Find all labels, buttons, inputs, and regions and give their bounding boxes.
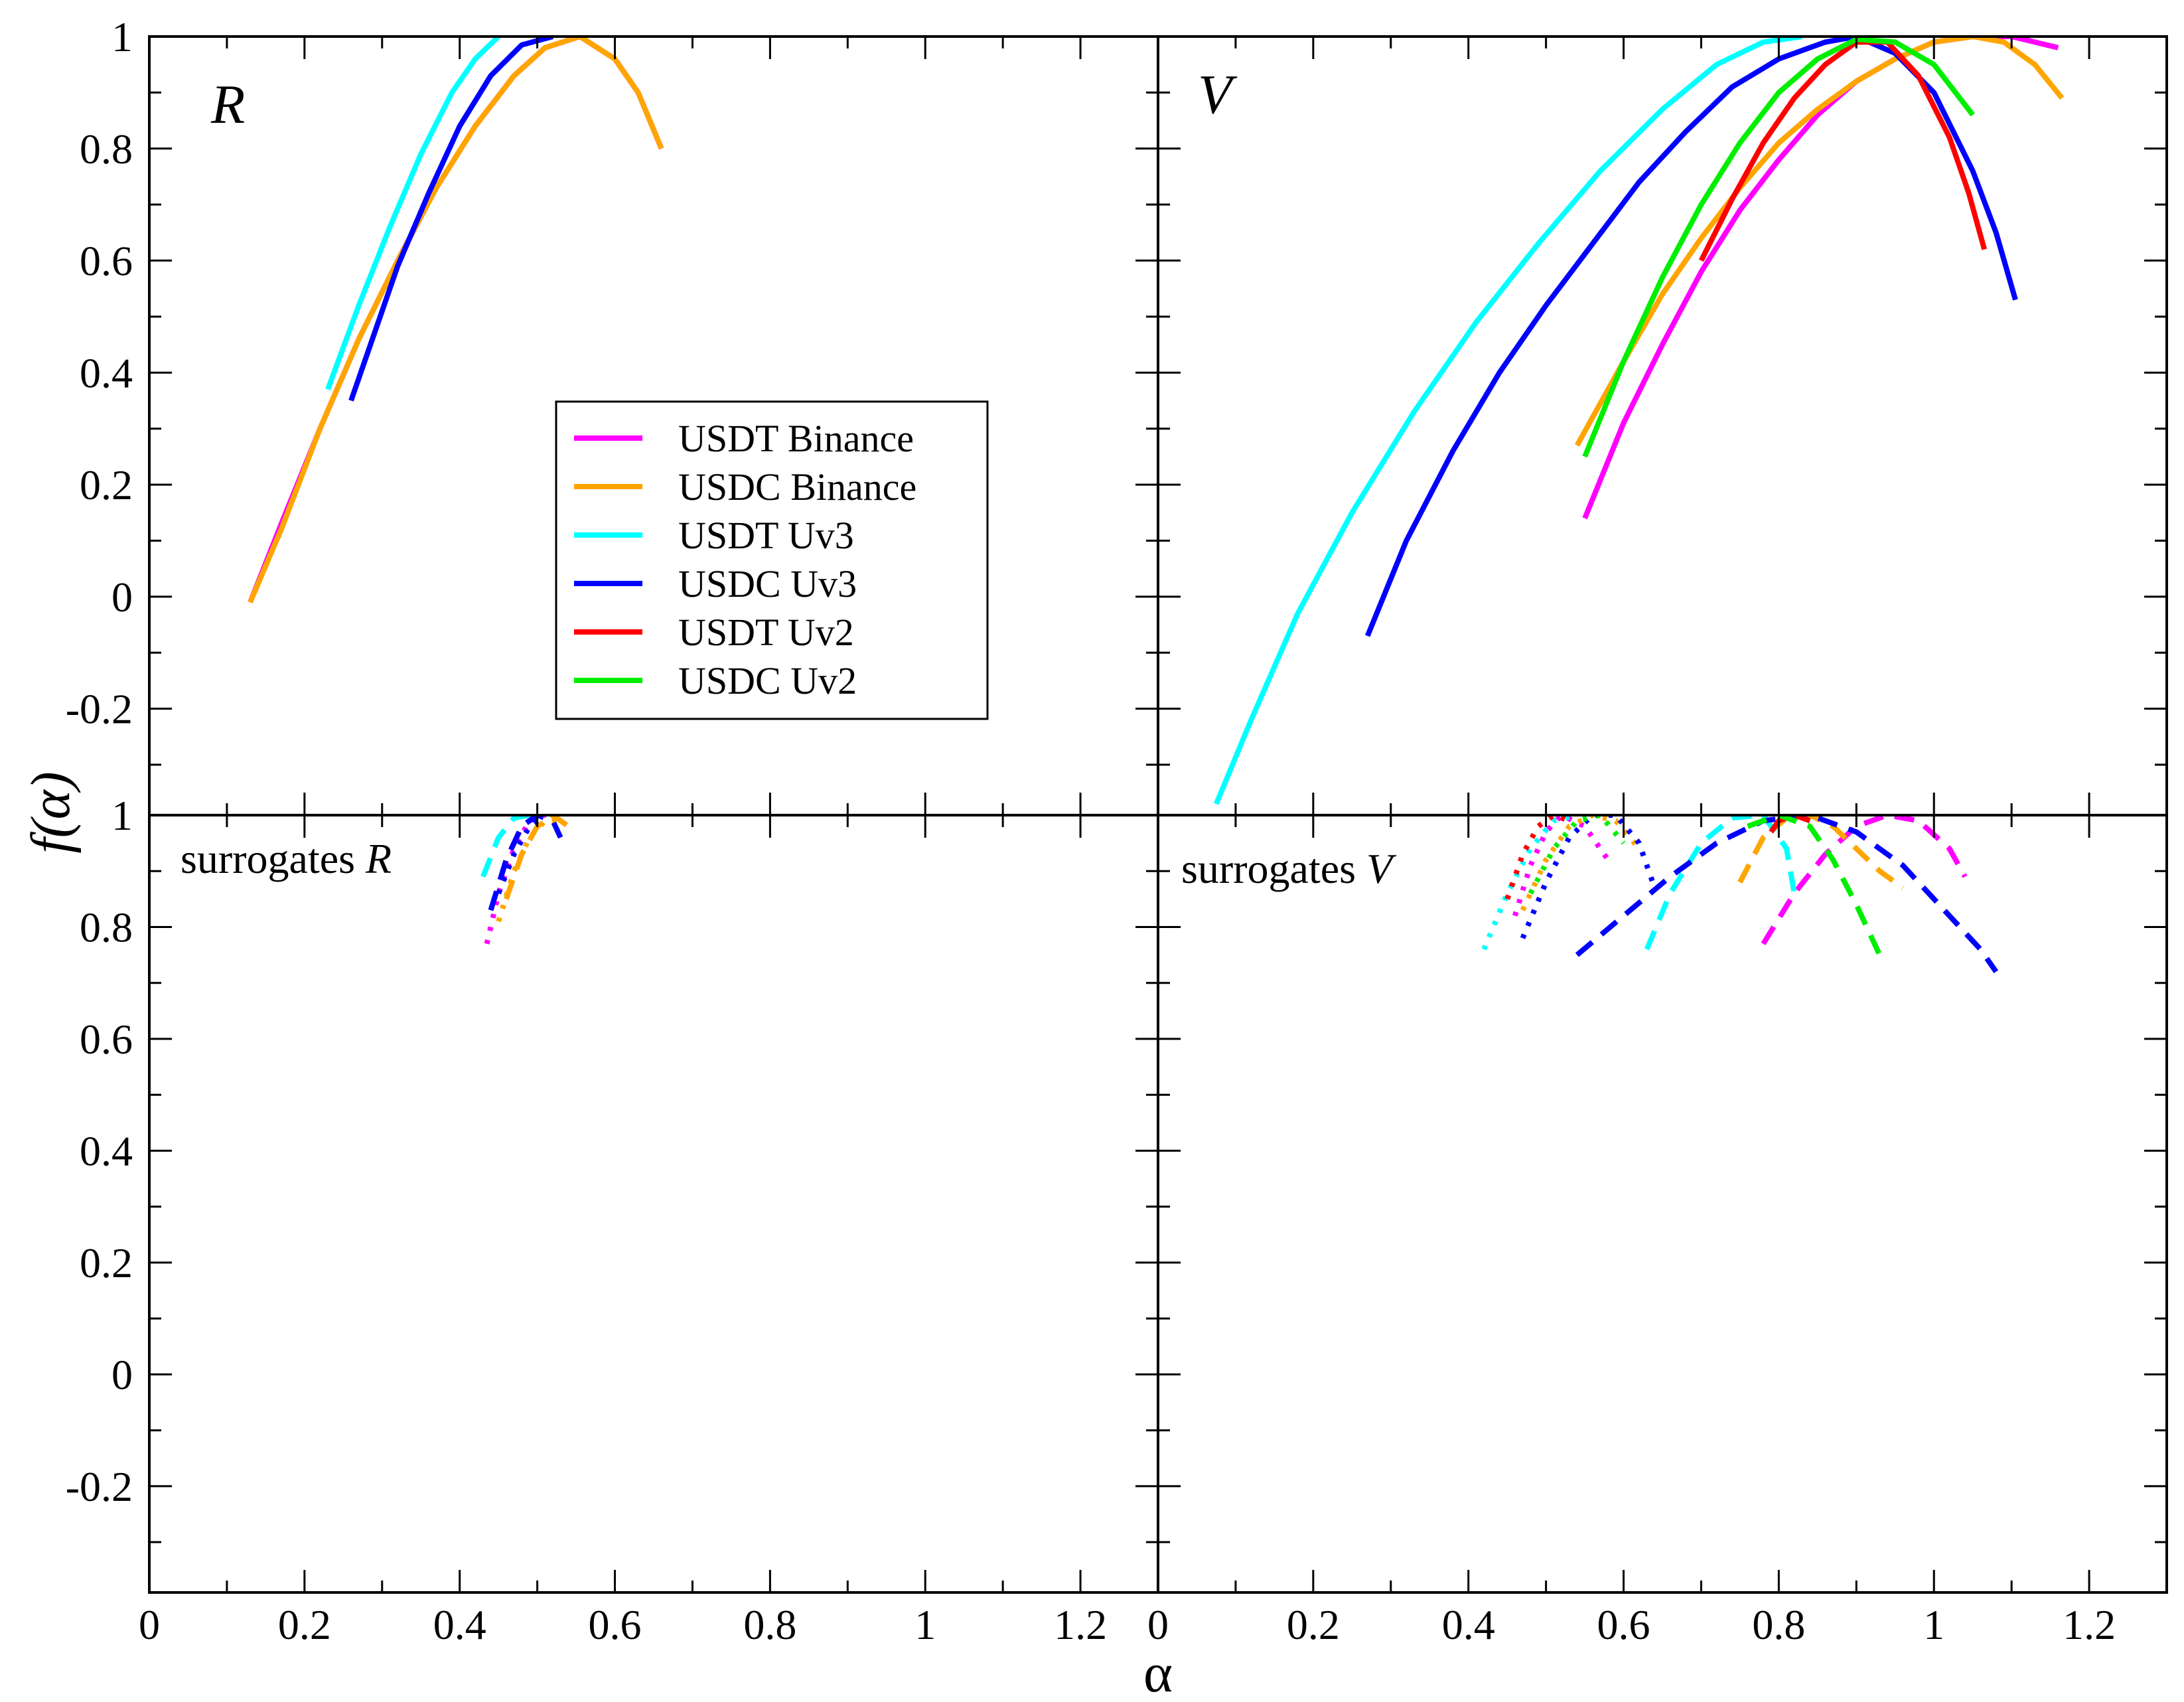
series-surrogates-v-usdc-uv3-dashed — [1575, 815, 1999, 974]
series-r-usdt-uv3 — [325, 37, 500, 390]
series-v-usdc-binance — [1574, 37, 2065, 447]
y-axis-title: f(α) — [20, 771, 82, 853]
x-tick-label: 0 — [1147, 1601, 1169, 1648]
legend-label: USDT Binance — [678, 417, 914, 460]
series-surrogates-v-usdt-uv3-dotted — [1481, 815, 1578, 951]
x-tick-label: 1 — [914, 1601, 936, 1648]
panel-label-surrogates-V: surrogates V — [1181, 845, 1397, 892]
y-tick-label: -0.2 — [66, 1463, 133, 1510]
y-tick-label: 0.4 — [80, 1127, 133, 1174]
series-v-usdt-uv3 — [1214, 37, 1803, 805]
series-surrogates-r-usdc-uv3-dashed — [488, 815, 563, 911]
series-r-usdc-uv3 — [348, 37, 554, 402]
legend-box — [555, 400, 989, 720]
surrogates-R-word: surrogates — [181, 835, 355, 882]
y-tick-label: 0.2 — [80, 461, 133, 508]
surrogates-V-symbol: V — [1366, 845, 1397, 892]
panel-label-V: V — [1198, 64, 1238, 125]
y-tick-label: 0.8 — [80, 125, 133, 173]
legend-label: USDT Uv3 — [678, 514, 854, 557]
legend: USDT Binance USDC Binance USDT Uv3 USDC Uv3… — [555, 400, 989, 720]
x-tick-label: 0.4 — [1442, 1601, 1495, 1648]
y-tick-label: 0 — [111, 1351, 133, 1398]
legend-label: USDC Uv2 — [678, 659, 857, 702]
series-v-usdt-binance — [1582, 37, 2059, 520]
y-tick-label: 0.4 — [80, 349, 133, 396]
x-tick-label: 1.2 — [2063, 1601, 2116, 1648]
x-tick-label: 0.6 — [589, 1601, 642, 1648]
y-tick-label: -0.2 — [66, 686, 133, 733]
legend-label: USDC Binance — [678, 465, 916, 508]
x-tick-label: 1 — [1923, 1601, 1944, 1648]
y-tick-label: 0 — [111, 574, 133, 621]
y-tick-label: 0.2 — [80, 1239, 133, 1286]
x-axis-title: α — [1143, 1642, 1173, 1702]
panel-surrogates-R — [148, 814, 1159, 1594]
series-v-usdc-uv3 — [1364, 37, 2018, 637]
x-tick-label: 0.8 — [743, 1601, 796, 1648]
y-tick-label: 0.6 — [80, 1016, 133, 1063]
series-surrogates-v-usdt-uv2-dashed — [1769, 815, 1811, 834]
x-tick-label: 0.4 — [433, 1601, 486, 1648]
surrogates-V-word: surrogates — [1181, 845, 1356, 892]
tick-labels: 0 0.2 0.4 0.6 0.8 1 1.2 0.2 0.4 0.6 0.8 1 1.2 0 1 0.8 0.… — [66, 13, 2116, 1648]
y-tick-label: 0.6 — [80, 238, 133, 285]
x-tick-label: 1.2 — [1054, 1601, 1107, 1648]
x-tick-label: 0.8 — [1752, 1601, 1805, 1648]
series-surrogates-v-usdc-uv3-dotted — [1520, 815, 1658, 939]
series-surrogates-r-usdt-uv3-dashed — [480, 815, 530, 878]
y-tick-label: 0.8 — [80, 903, 133, 951]
x-tick-label: 0.2 — [1287, 1601, 1340, 1648]
legend-label: USDT Uv2 — [678, 611, 854, 654]
panel-V-volume — [1157, 35, 2168, 816]
series-surrogates-v-usdc-binance-dotted — [1520, 815, 1641, 911]
series-surrogates-v-usdt-uv3-dashed — [1644, 815, 1797, 951]
legend-label: USDC Uv3 — [678, 562, 857, 605]
x-tick-label: 0.2 — [278, 1601, 331, 1648]
panel-label-R: R — [210, 74, 245, 135]
surrogates-R-symbol: R — [365, 835, 392, 882]
x-tick-label: 0 — [139, 1601, 160, 1648]
axes-frame — [1157, 814, 2168, 1594]
panel-surrogates-V — [1157, 814, 2168, 1594]
series-surrogates-v-usdc-uv2-dotted — [1528, 815, 1626, 895]
y-tick-label: 1 — [111, 13, 133, 60]
panel-label-surrogates-R: surrogates R — [181, 835, 392, 882]
series-surrogates-v-usdc-uv2-dashed — [1747, 815, 1883, 957]
y-tick-label: 1 — [111, 792, 133, 839]
x-tick-label: 0.6 — [1597, 1601, 1650, 1648]
series-surrogates-v-usdt-binance-dashed — [1761, 815, 1968, 945]
series-v-usdc-uv2 — [1582, 37, 1975, 458]
